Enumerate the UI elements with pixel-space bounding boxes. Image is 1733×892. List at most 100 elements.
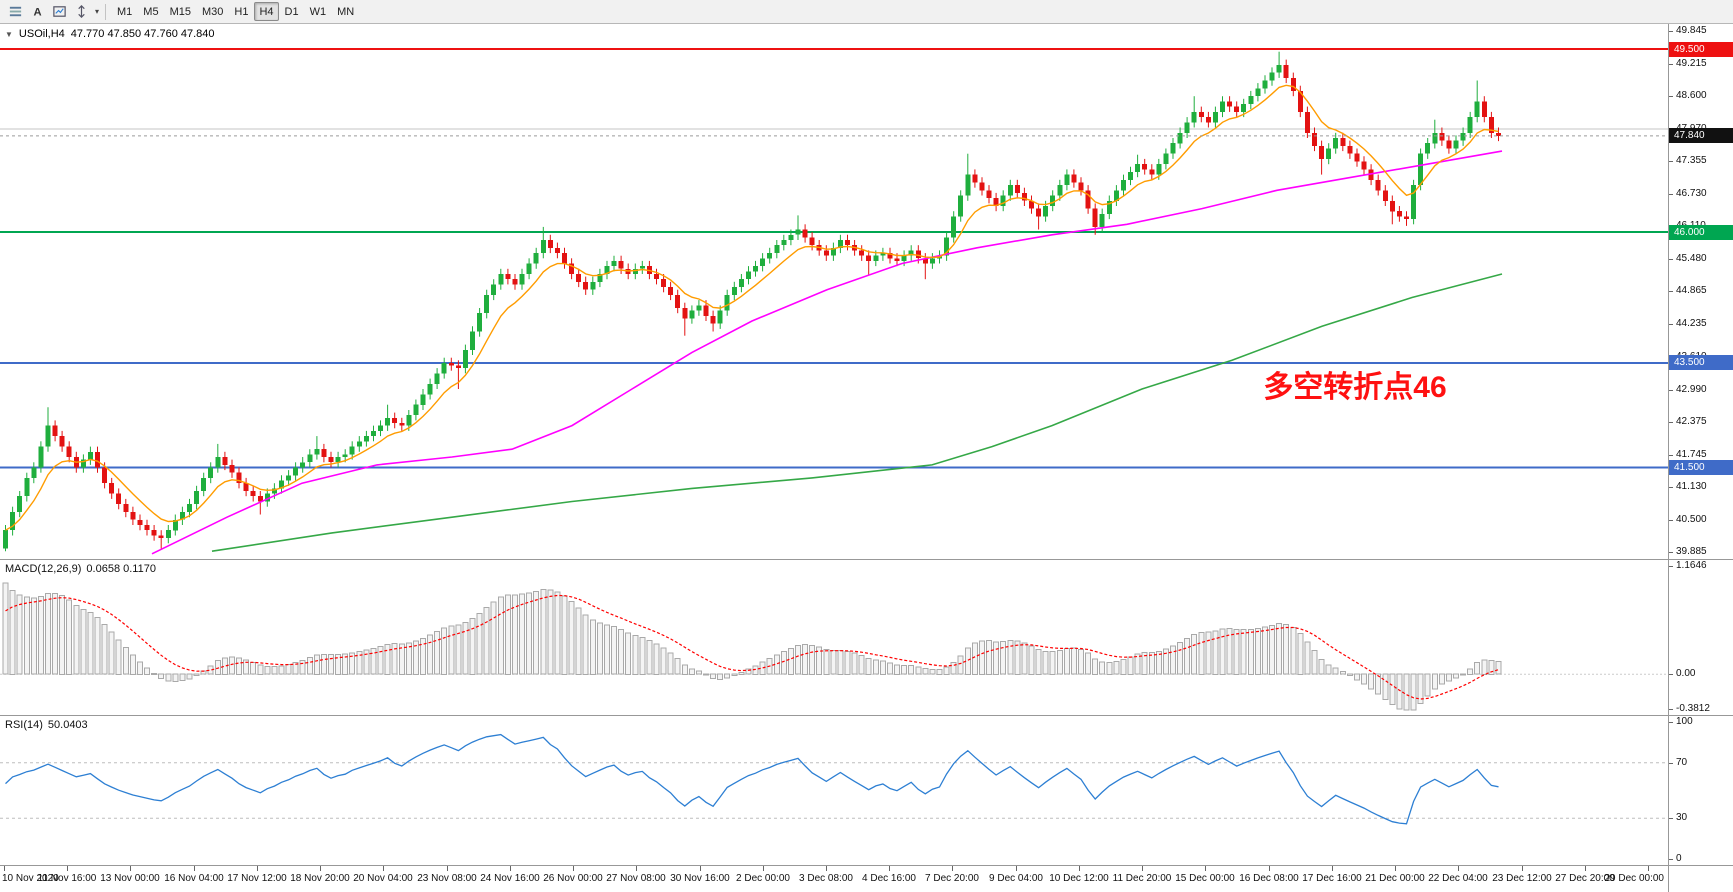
time-label: 22 Dec 04:00	[1428, 873, 1488, 884]
time-label: 11 Nov 16:00	[37, 873, 97, 884]
timeframe-button-m1[interactable]: M1	[117, 5, 133, 18]
time-label: 9 Dec 04:00	[989, 873, 1043, 884]
timeframe-button-m15[interactable]: M15	[169, 5, 191, 18]
time-label: 7 Dec 20:00	[925, 873, 979, 884]
collapse-chart-icon[interactable]: ▼	[5, 29, 13, 39]
letter-a-icon[interactable]: A	[26, 2, 48, 21]
chart-list-icon	[9, 6, 21, 17]
price-axis-column[interactable]: 49.84549.21548.60047.97047.35546.73046.1…	[1668, 24, 1733, 892]
time-tick	[194, 866, 195, 871]
price-tick-label: 42.375	[1676, 416, 1707, 427]
time-label: 11 Dec 20:00	[1112, 873, 1172, 884]
rsi-chart	[0, 733, 1668, 825]
macd-axis: 1.1646 0.00 -0.3812	[1669, 560, 1733, 716]
price-badge-49.500: 49.500	[1669, 42, 1733, 57]
time-tick	[1205, 866, 1206, 871]
time-label: 17 Dec 16:00	[1302, 873, 1362, 884]
ma-slow-line	[211, 273, 1503, 552]
rsi-tick-dash	[1669, 763, 1673, 764]
rsi-panel[interactable]: RSI(14) 50.0403	[0, 716, 1668, 866]
macd-histogram	[2, 582, 1502, 711]
time-tick	[763, 866, 764, 871]
candlestick-chart	[0, 48, 1668, 555]
rsi-value: 50.0403	[47, 719, 88, 731]
price-tick-dash	[1669, 520, 1673, 521]
letter-a-icon: A	[33, 7, 41, 19]
time-label: 16 Nov 04:00	[164, 873, 224, 884]
time-tick	[447, 866, 448, 871]
price-tick-label: 47.355	[1676, 155, 1707, 166]
time-label: 3 Dec 08:00	[799, 873, 853, 884]
time-tick	[636, 866, 637, 871]
chart-window-icon[interactable]	[48, 2, 70, 21]
time-label: 13 Nov 00:00	[100, 873, 160, 884]
price-tick-label: 44.865	[1676, 285, 1707, 296]
vertical-scale-icon[interactable]	[70, 2, 92, 21]
rsi-tick-label: 70	[1676, 757, 1688, 768]
time-tick	[1648, 866, 1649, 871]
time-tick	[1458, 866, 1459, 871]
time-tick	[67, 866, 68, 871]
timeframe-button-h1[interactable]: H1	[234, 5, 249, 18]
rsi-line	[5, 733, 1499, 825]
price-tick-dash	[1669, 552, 1673, 553]
chart-window-icon	[52, 6, 66, 17]
price-tick-label: 39.885	[1676, 546, 1707, 557]
price-tick-dash	[1669, 96, 1673, 97]
time-axis[interactable]: 10 Nov 2020 11 Nov 16:00 13 Nov 00:00 16 No…	[0, 866, 1668, 892]
chart-list-icon[interactable]	[4, 2, 26, 21]
main-price-axis[interactable]: 49.84549.21548.60047.97047.35546.73046.1…	[1669, 24, 1733, 560]
price-tick-label: 49.215	[1676, 58, 1707, 69]
price-tick-dash	[1669, 324, 1673, 325]
time-label: 2 Dec 00:00	[736, 873, 790, 884]
time-label: 30 Nov 16:00	[670, 873, 730, 884]
time-tick	[1395, 866, 1396, 871]
ma-mid-line	[151, 150, 1503, 555]
macd-values: 0.0658 0.1170	[86, 563, 156, 575]
rsi-tick-dash	[1669, 722, 1673, 723]
price-tick-dash	[1669, 31, 1673, 32]
time-label: 21 Dec 00:00	[1365, 873, 1425, 884]
price-tick-dash	[1669, 194, 1673, 195]
macd-tick-label: 0.00	[1676, 668, 1696, 679]
price-badge-46.000: 46.000	[1669, 225, 1733, 240]
price-badge-43.500: 43.500	[1669, 355, 1733, 370]
time-tick	[4, 866, 5, 871]
rsi-tick-label: 30	[1676, 812, 1688, 823]
main-chart-panel[interactable]: ▼ USOil,H4 47.770 47.850 47.760 47.840 多…	[0, 24, 1668, 560]
timeframe-button-d1[interactable]: D1	[284, 5, 299, 18]
price-tick-dash	[1669, 487, 1673, 488]
price-tick-dash	[1669, 390, 1673, 391]
timeframe-button-w1[interactable]: W1	[309, 5, 327, 18]
svg-text:A: A	[33, 7, 41, 19]
macd-tick-dash	[1669, 674, 1673, 675]
toolbar-separator	[105, 3, 106, 20]
price-tick-dash	[1669, 422, 1673, 423]
timeframe-button-h4[interactable]: H4	[254, 2, 279, 21]
time-label: 23 Nov 08:00	[417, 873, 477, 884]
chart-body: ▼ USOil,H4 47.770 47.850 47.760 47.840 多…	[0, 24, 1733, 892]
time-label: 26 Nov 00:00	[543, 873, 603, 884]
dropdown-caret-icon[interactable]: ▾	[94, 7, 99, 16]
time-tick	[130, 866, 131, 871]
rsi-tick-label: 0	[1676, 853, 1682, 864]
chart-plots: ▼ USOil,H4 47.770 47.850 47.760 47.840 多…	[0, 24, 1668, 892]
timeframe-button-m5[interactable]: M5	[143, 5, 159, 18]
timeframe-button-mn[interactable]: MN	[337, 5, 355, 18]
macd-panel[interactable]: MACD(12,26,9) 0.0658 0.1170	[0, 560, 1668, 716]
price-badge-47.840: 47.840	[1669, 128, 1733, 143]
timeframe-button-group: M1 M5 M15 M30 H1 H4 D1 W1 MN	[112, 2, 360, 21]
price-tick-dash	[1669, 64, 1673, 65]
ohlc-values: 47.770 47.850 47.760 47.840	[70, 28, 215, 40]
time-label: 20 Nov 04:00	[353, 873, 413, 884]
timeframe-button-m30[interactable]: M30	[201, 5, 224, 18]
time-label: 18 Nov 20:00	[290, 873, 350, 884]
price-tick-dash	[1669, 161, 1673, 162]
time-label: 10 Dec 12:00	[1049, 873, 1109, 884]
ma-fast-line	[5, 84, 1499, 531]
time-label: 10 Nov 2020	[2, 873, 59, 884]
time-label: 29 Dec 00:00	[1604, 873, 1665, 884]
candlesticks	[3, 51, 1501, 552]
time-tick	[1332, 866, 1333, 871]
price-tick-label: 41.130	[1676, 481, 1707, 492]
